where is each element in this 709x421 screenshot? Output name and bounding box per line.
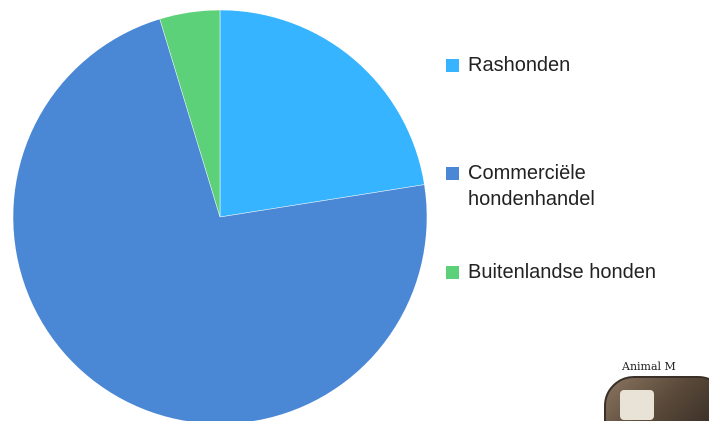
legend-swatch [446, 266, 459, 279]
legend-swatch [446, 59, 459, 72]
pie-chart [0, 0, 440, 421]
logo-image [604, 376, 709, 421]
legend: Rashonden Commerciële hondenhandel Buite… [446, 0, 709, 320]
logo: Animal M [596, 360, 709, 421]
legend-item-buitenlandse-honden: Buitenlandse honden [446, 259, 656, 285]
legend-label: Buitenlandse honden [468, 259, 656, 285]
logo-text: Animal M [622, 360, 676, 373]
legend-item-rashonden: Rashonden [446, 52, 570, 78]
legend-swatch [446, 167, 459, 180]
legend-label: Rashonden [468, 52, 570, 78]
legend-item-commerciele-hondenhandel: Commerciële hondenhandel [446, 160, 595, 212]
legend-label: Commerciële hondenhandel [468, 160, 595, 212]
pie-slice-0 [220, 10, 424, 217]
